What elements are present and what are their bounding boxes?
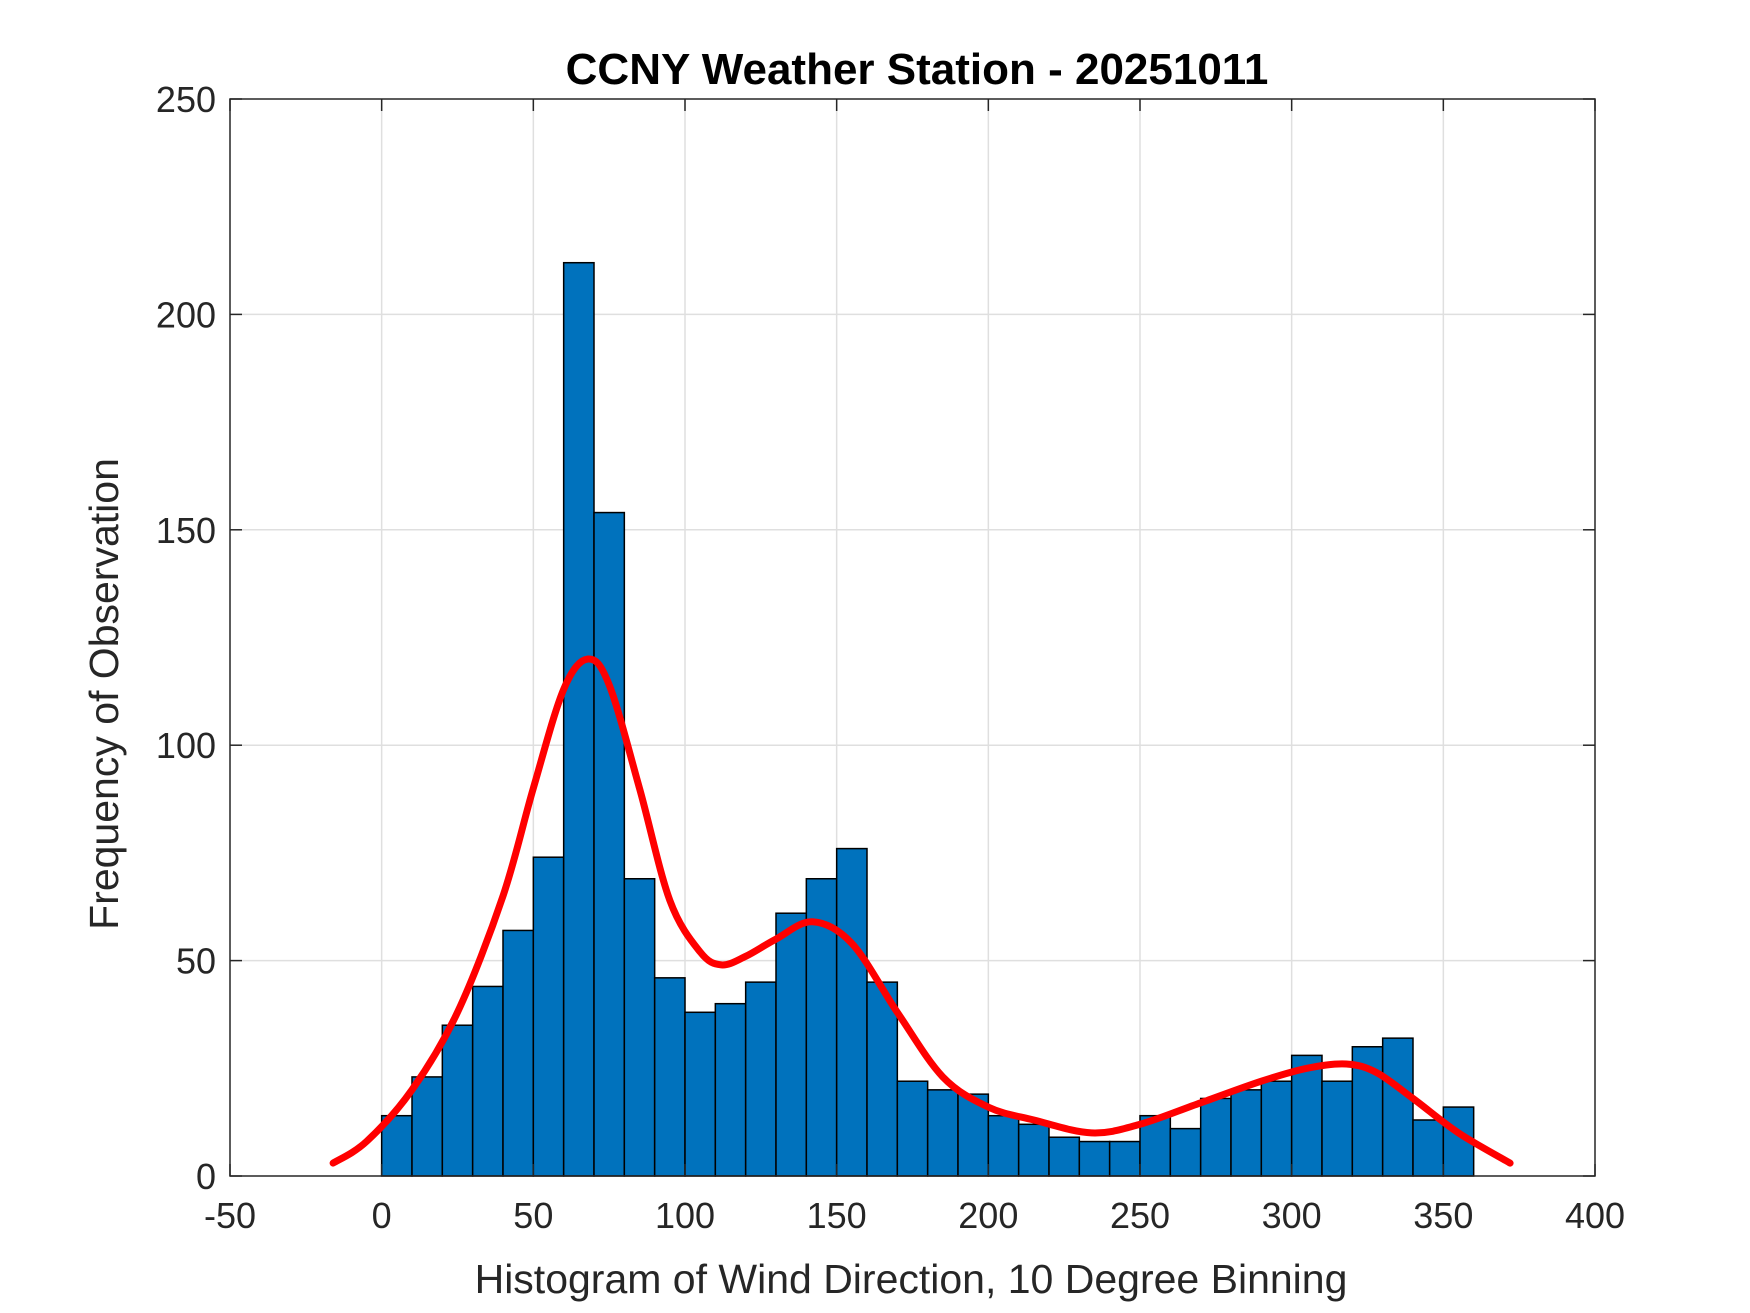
histogram-bar [1199, 1097, 1232, 1177]
x-tick-label: -50 [204, 1195, 256, 1236]
chart-title: CCNY Weather Station - 20251011 [566, 45, 1269, 94]
x-tick-label: 200 [958, 1195, 1018, 1236]
x-tick-label: 300 [1262, 1195, 1322, 1236]
x-tick-label: 50 [513, 1195, 553, 1236]
histogram-bar [411, 1076, 444, 1177]
grid-lines [230, 99, 1595, 1176]
y-tick-label: 0 [196, 1156, 216, 1197]
histogram-bar [926, 1089, 959, 1177]
x-tick-label: 400 [1565, 1195, 1625, 1236]
plot-area-frame [229, 98, 1596, 1177]
x-axis-label: Histogram of Wind Direction, 10 Degree B… [475, 1256, 1348, 1302]
axis-ticks [229, 98, 1596, 1177]
x-tick-label: 100 [655, 1195, 715, 1236]
histogram-bar [866, 981, 899, 1177]
y-axis-label: Frequency of Observation [81, 458, 127, 930]
histogram-bar [502, 929, 535, 1177]
x-tick-label: 350 [1413, 1195, 1473, 1236]
y-tick-label: 50 [176, 941, 216, 982]
histogram-bar [896, 1080, 929, 1177]
histogram-bar [1321, 1080, 1354, 1177]
y-tick-label: 150 [156, 510, 216, 551]
fit-curve-layer [329, 655, 1514, 1167]
histogram-bar [1260, 1080, 1293, 1177]
histogram-bar [623, 877, 656, 1177]
x-tick-label: 0 [372, 1195, 392, 1236]
histogram-bar [987, 1114, 1020, 1177]
y-tick-label: 200 [156, 294, 216, 335]
x-axis-tick-labels: -50 0 50 100 150 200 250 300 350 400 [204, 1195, 1625, 1236]
histogram-bars [380, 261, 1475, 1177]
x-tick-label: 250 [1110, 1195, 1170, 1236]
histogram-bar [1017, 1123, 1050, 1177]
histogram-bar [593, 511, 626, 1177]
histogram-bar [1048, 1136, 1081, 1177]
histogram-bar [532, 856, 565, 1177]
histogram-bar [441, 1024, 474, 1177]
histogram-bar [1078, 1140, 1111, 1177]
histogram-bar [684, 1011, 717, 1177]
histogram-bar [775, 912, 808, 1177]
histogram-bar [471, 985, 504, 1177]
fit-curve-line [329, 655, 1514, 1167]
histogram-bar [1169, 1127, 1202, 1177]
y-tick-label: 250 [156, 79, 216, 120]
histogram-bar [653, 977, 686, 1177]
histogram-bar [1381, 1037, 1414, 1177]
y-tick-label: 100 [156, 725, 216, 766]
histogram-bar [562, 261, 595, 1177]
histogram-bar [1412, 1119, 1445, 1177]
y-axis-tick-labels: 0 50 100 150 200 250 [156, 79, 216, 1197]
histogram-bar [1230, 1089, 1263, 1177]
histogram-bar [744, 981, 777, 1177]
histogram-bar [835, 847, 868, 1177]
x-tick-label: 150 [807, 1195, 867, 1236]
histogram-bar [1108, 1140, 1141, 1177]
histogram-bar [714, 1002, 747, 1177]
